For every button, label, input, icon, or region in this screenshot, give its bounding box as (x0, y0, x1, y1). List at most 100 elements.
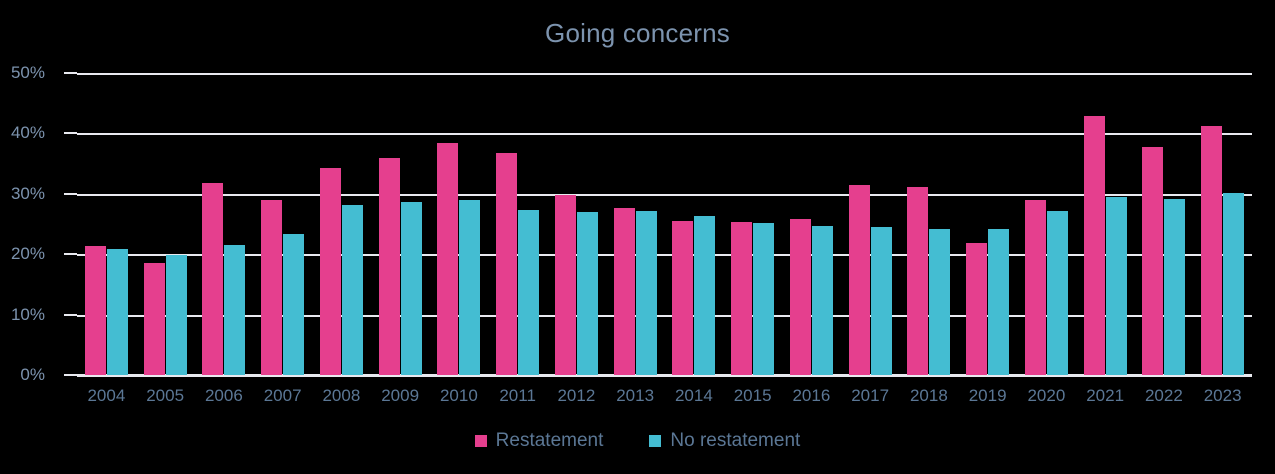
bar-restatement[interactable] (731, 221, 753, 375)
bar-group (488, 73, 547, 375)
bar-no-restatement[interactable] (165, 255, 187, 375)
y-tick-label: 30% (10, 183, 45, 203)
bar-group (1193, 73, 1252, 375)
bar-no-restatement[interactable] (224, 245, 246, 375)
bar-no-restatement[interactable] (341, 204, 363, 375)
bar-no-restatement[interactable] (576, 211, 598, 375)
legend-swatch-icon (649, 435, 662, 447)
bar-restatement[interactable] (84, 246, 106, 375)
bar-group (958, 73, 1017, 375)
legend-swatch-icon (474, 435, 487, 447)
bar-no-restatement[interactable] (1223, 193, 1245, 375)
bar-no-restatement[interactable] (1105, 197, 1127, 375)
x-tick-label: 2008 (322, 386, 361, 405)
bar-restatement[interactable] (319, 168, 341, 375)
bar-no-restatement[interactable] (811, 225, 833, 375)
bar-group (253, 73, 312, 375)
legend-label: Restatement (495, 430, 604, 451)
x-tick-label: 2005 (146, 386, 185, 405)
x-tick-label: 2016 (792, 386, 831, 405)
y-tick-mark (64, 132, 77, 135)
y-tick-mark (64, 253, 77, 256)
bar-restatement[interactable] (378, 157, 400, 375)
legend-item-no-restatement[interactable]: No restatement (649, 430, 800, 452)
bar-no-restatement[interactable] (1046, 210, 1068, 375)
y-tick-label: 20% (10, 244, 45, 264)
y-tick-label: 40% (10, 123, 45, 143)
x-tick-label: 2011 (499, 386, 536, 405)
bar-group (782, 73, 841, 375)
bar-group (1135, 73, 1194, 375)
bar-no-restatement[interactable] (988, 229, 1010, 375)
gridline (77, 73, 1252, 75)
legend-item-restatement[interactable]: Restatement (474, 430, 604, 452)
bar-group (430, 73, 489, 375)
bar-no-restatement[interactable] (283, 233, 305, 375)
bar-restatement[interactable] (907, 186, 929, 375)
x-tick-label: 2004 (87, 386, 126, 405)
bar-no-restatement[interactable] (400, 202, 422, 375)
bar-restatement[interactable] (261, 199, 283, 375)
x-tick-label: 2009 (381, 386, 420, 405)
bar-restatement[interactable] (1024, 200, 1046, 375)
bar-restatement[interactable] (1083, 115, 1105, 375)
x-tick-label: 2020 (1027, 386, 1066, 405)
bar-restatement[interactable] (613, 207, 635, 375)
bar-group (312, 73, 371, 375)
bar-restatement[interactable] (789, 218, 811, 375)
gridline (77, 254, 1252, 257)
bar-restatement[interactable] (554, 195, 576, 375)
legend-label: No restatement (670, 430, 801, 451)
x-tick-label: 2010 (439, 386, 478, 405)
bar-restatement[interactable] (437, 143, 459, 375)
bar-group (547, 73, 606, 375)
bar-no-restatement[interactable] (459, 200, 481, 375)
bar-restatement[interactable] (202, 182, 224, 375)
bar-no-restatement[interactable] (518, 210, 540, 375)
bar-group (371, 73, 430, 375)
x-tick-label: 2006 (204, 386, 243, 405)
bar-restatement[interactable] (848, 184, 870, 375)
bar-restatement[interactable] (1201, 125, 1223, 375)
bar-group (606, 73, 665, 375)
gridline (77, 193, 1252, 196)
bar-no-restatement[interactable] (694, 215, 716, 375)
bar-no-restatement[interactable] (929, 228, 951, 375)
bar-no-restatement[interactable] (870, 227, 892, 375)
bar-restatement[interactable] (143, 262, 165, 375)
y-tick-label: 50% (10, 63, 45, 82)
x-tick-label: 2019 (968, 386, 1007, 405)
x-tick-label: 2017 (851, 386, 890, 405)
bar-no-restatement[interactable] (753, 222, 775, 375)
chart-title: Going concerns (545, 18, 730, 48)
bar-group (841, 73, 900, 375)
bar-no-restatement[interactable] (1164, 198, 1186, 375)
bar-restatement[interactable] (672, 220, 694, 375)
x-tick-label: 2022 (1144, 386, 1183, 405)
bar-group (665, 73, 724, 375)
bar-restatement[interactable] (966, 242, 988, 375)
bar-no-restatement[interactable] (635, 210, 657, 375)
bar-restatement[interactable] (1142, 147, 1164, 375)
y-tick-mark (64, 313, 77, 316)
y-tick-mark (64, 192, 77, 195)
x-axis-labels: 2004 2005 2006 2007 2008 2009 2010 2011 2012 2013… (77, 386, 1252, 406)
x-axis-baseline (77, 374, 1252, 377)
bar-group (1076, 73, 1135, 375)
x-tick-label: 2021 (1086, 386, 1125, 405)
x-tick-label: 2013 (616, 386, 655, 405)
y-tick-mark (64, 72, 77, 74)
x-tick-label: 2018 (909, 386, 948, 405)
bar-group (900, 73, 959, 375)
bar-no-restatement[interactable] (106, 249, 128, 375)
bar-group (723, 73, 782, 375)
y-tick-mark (64, 374, 77, 376)
y-tick-label: 10% (10, 304, 45, 324)
gridline (77, 314, 1252, 317)
x-tick-label: 2007 (263, 386, 302, 405)
bar-restatement[interactable] (496, 152, 518, 375)
bar-group (1017, 73, 1076, 375)
bar-group (136, 73, 195, 375)
chart-legend: Restatement No restatement (0, 430, 1275, 452)
bar-group (77, 73, 136, 375)
